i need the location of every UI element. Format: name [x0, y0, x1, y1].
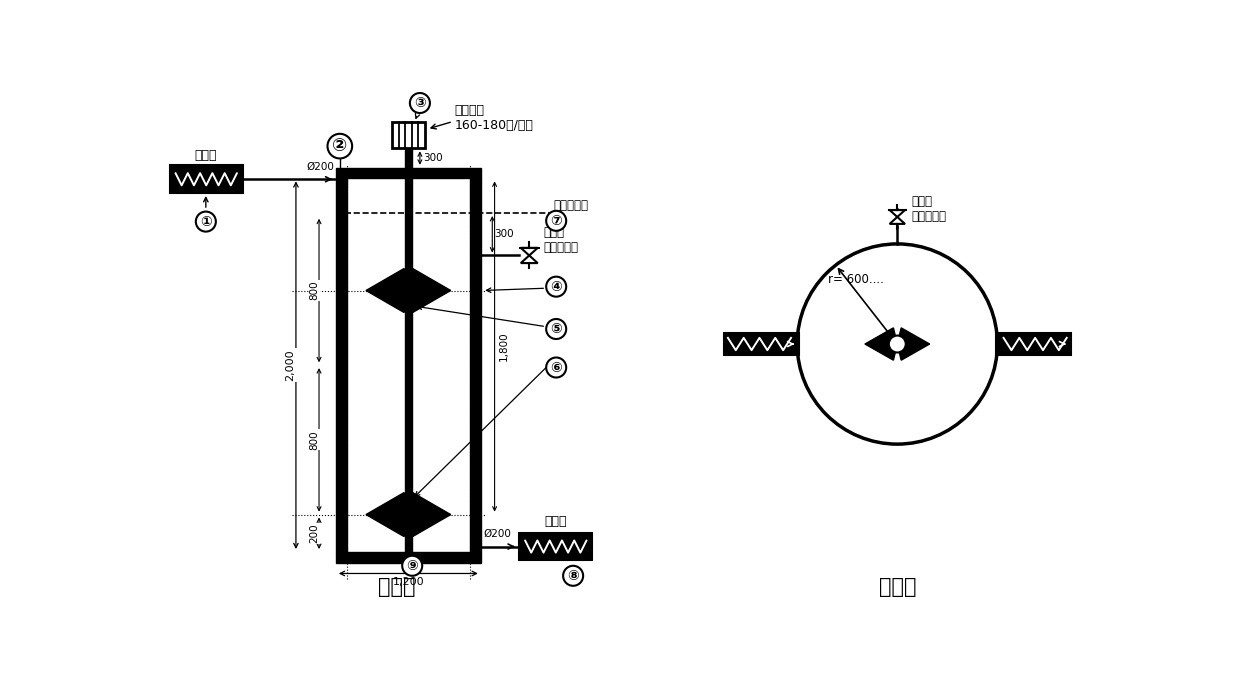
Polygon shape — [366, 269, 408, 290]
Polygon shape — [408, 290, 450, 313]
Circle shape — [410, 93, 430, 113]
Text: ②: ② — [332, 137, 347, 155]
Text: 200: 200 — [310, 524, 320, 543]
Text: Ø200: Ø200 — [306, 161, 335, 172]
Text: ⑥: ⑥ — [551, 360, 562, 375]
Text: ⑧: ⑧ — [567, 569, 579, 583]
Bar — [724, 333, 799, 355]
Text: 顶视图: 顶视图 — [879, 577, 916, 597]
Text: 1,200: 1,200 — [393, 577, 424, 587]
Text: ①: ① — [200, 214, 212, 228]
Text: 1,800: 1,800 — [500, 332, 510, 362]
Bar — [336, 168, 481, 179]
Text: 低速电机
160-180转/分钟: 低速电机 160-180转/分钟 — [455, 105, 533, 133]
Text: 300: 300 — [495, 230, 515, 239]
Text: 最高泥位线: 最高泥位线 — [554, 198, 589, 211]
Text: Ø200: Ø200 — [484, 529, 511, 539]
Bar — [520, 533, 593, 560]
Bar — [336, 179, 347, 552]
Text: 上清液
检测取水口: 上清液 检测取水口 — [544, 226, 579, 254]
Text: ⑨: ⑨ — [407, 559, 418, 573]
Circle shape — [797, 244, 997, 444]
Bar — [405, 124, 412, 563]
Text: 800: 800 — [310, 281, 320, 300]
Polygon shape — [408, 269, 450, 290]
Circle shape — [546, 319, 567, 339]
Polygon shape — [521, 255, 538, 263]
Bar — [392, 122, 424, 149]
Polygon shape — [366, 290, 408, 313]
Circle shape — [546, 211, 567, 231]
Text: ③: ③ — [414, 96, 425, 110]
Polygon shape — [866, 328, 898, 344]
Text: 出泥泵: 出泥泵 — [544, 515, 567, 528]
Polygon shape — [366, 493, 408, 514]
Circle shape — [196, 211, 216, 232]
Text: r= 600....: r= 600.... — [828, 274, 884, 286]
Polygon shape — [866, 344, 898, 360]
Bar — [996, 333, 1070, 355]
Text: 300: 300 — [423, 153, 443, 163]
Text: 进泥泵: 进泥泵 — [195, 149, 217, 161]
Text: 2,000: 2,000 — [285, 350, 295, 381]
Bar — [170, 165, 243, 193]
Polygon shape — [898, 328, 930, 344]
Bar — [470, 179, 481, 552]
Circle shape — [546, 357, 567, 378]
Circle shape — [546, 276, 567, 297]
Text: 上清液
检测取水口: 上清液 检测取水口 — [911, 195, 946, 223]
Polygon shape — [366, 514, 408, 537]
Text: 侧视图: 侧视图 — [378, 577, 415, 597]
Text: ⑦: ⑦ — [551, 214, 562, 228]
Polygon shape — [889, 210, 905, 217]
Polygon shape — [521, 248, 538, 255]
Polygon shape — [408, 514, 450, 537]
Text: ⑤: ⑤ — [551, 322, 562, 336]
Polygon shape — [898, 344, 930, 360]
Circle shape — [889, 336, 905, 352]
Bar — [336, 552, 481, 563]
Circle shape — [563, 566, 583, 586]
Circle shape — [402, 556, 422, 576]
Polygon shape — [889, 217, 905, 224]
Text: ④: ④ — [551, 280, 562, 294]
Circle shape — [327, 134, 352, 158]
Text: 800: 800 — [310, 430, 320, 450]
Polygon shape — [408, 493, 450, 514]
